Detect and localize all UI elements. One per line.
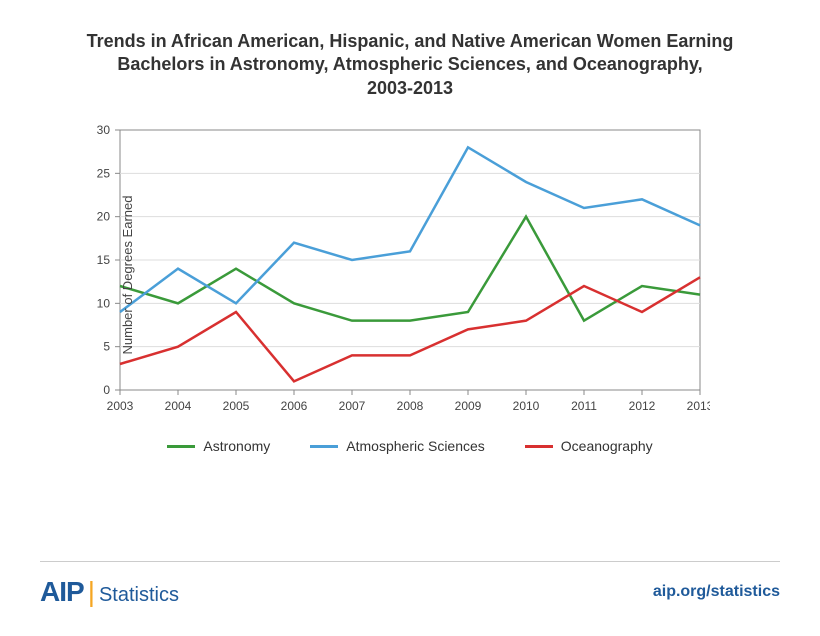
svg-text:10: 10 [97,297,111,311]
svg-text:2012: 2012 [629,399,656,413]
title-line-1: Trends in African American, Hispanic, an… [87,31,734,51]
svg-text:15: 15 [97,253,111,267]
logo-divider: | [88,576,95,608]
svg-text:2005: 2005 [223,399,250,413]
legend-item-atmospheric-sciences: Atmospheric Sciences [310,438,485,454]
line-chart: 0 5 10 15 20 25 30 2003 2004 2005 2006 2007 2008 2009… [70,120,710,430]
svg-text:2013: 2013 [687,399,710,413]
series-oceanography [120,278,700,382]
legend-item-oceanography: Oceanography [525,438,653,454]
svg-text:0: 0 [103,383,110,397]
legend-swatch [167,445,195,448]
svg-text:2010: 2010 [513,399,540,413]
y-axis-label: Number of Degrees Earned [120,196,135,355]
footer: AIP | Statistics aip.org/statistics [40,561,780,608]
legend-item-astronomy: Astronomy [167,438,270,454]
svg-text:25: 25 [97,167,111,181]
logo-aip-text: AIP [40,576,84,608]
svg-text:5: 5 [103,340,110,354]
legend-swatch [310,445,338,448]
aip-logo: AIP | Statistics [40,576,179,608]
svg-text:2011: 2011 [571,399,597,413]
svg-text:2008: 2008 [397,399,424,413]
title-line-3: 2003-2013 [367,78,453,98]
svg-text:2003: 2003 [107,399,134,413]
title-line-2: Bachelors in Astronomy, Atmospheric Scie… [117,54,702,74]
svg-text:2007: 2007 [339,399,366,413]
chart-area: Number of Degrees Earned 0 5 10 15 20 25 30 200… [70,120,780,430]
legend-swatch [525,445,553,448]
svg-text:2006: 2006 [281,399,308,413]
series-astronomy [120,217,700,321]
footer-link: aip.org/statistics [653,583,780,601]
svg-text:2004: 2004 [165,399,192,413]
svg-text:2009: 2009 [455,399,482,413]
svg-text:30: 30 [97,123,111,137]
legend-label: Oceanography [561,438,653,454]
legend-label: Astronomy [203,438,270,454]
series-atmospheric-sciences [120,148,700,313]
logo-stats-text: Statistics [99,584,179,607]
chart-title: Trends in African American, Hispanic, an… [40,30,780,100]
legend: Astronomy Atmospheric Sciences Oceanograph… [40,438,780,454]
svg-text:20: 20 [97,210,111,224]
legend-label: Atmospheric Sciences [346,438,485,454]
